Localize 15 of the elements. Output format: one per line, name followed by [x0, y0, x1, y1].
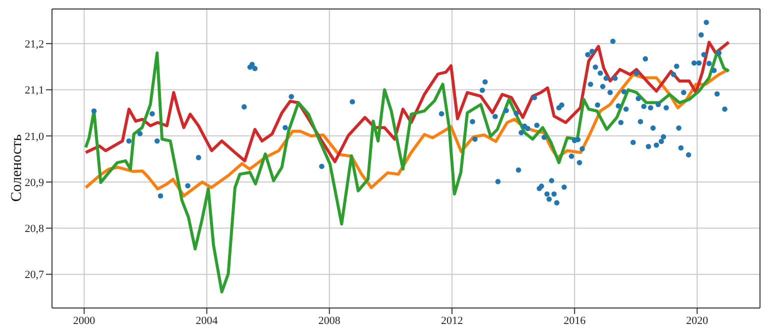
y-tick-label: 20,9	[24, 176, 44, 189]
x-tick-label: 2020	[686, 314, 709, 327]
y-tick-label: 21,1	[24, 84, 44, 97]
line-series	[84, 40, 730, 164]
y-tick-label: 21,2	[24, 38, 44, 51]
y-tick-label: 20,8	[24, 223, 44, 236]
x-tick-label: 2000	[73, 314, 96, 327]
line-series	[84, 50, 730, 294]
x-tick-label: 2012	[440, 314, 463, 327]
x-tick-label: 2016	[564, 314, 586, 327]
x-tick-label: 2004	[196, 314, 218, 327]
y-tick-label: 20,7	[24, 269, 44, 282]
y-tick-label: 21,0	[24, 130, 44, 143]
x-tick-label: 2008	[318, 314, 341, 327]
y-axis-title: Соленость	[8, 133, 25, 204]
